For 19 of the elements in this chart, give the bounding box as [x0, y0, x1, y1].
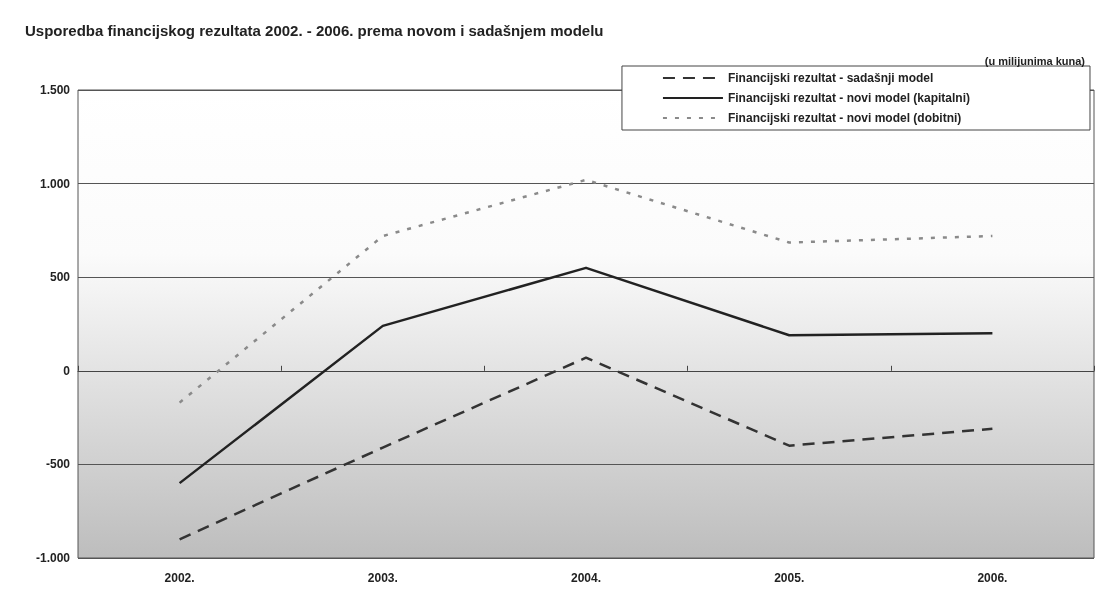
- legend-label: Financijski rezultat - sadašnji model: [727, 71, 934, 85]
- chart-subtitle: (u milijunima kuna): [984, 54, 1086, 67]
- x-tick-label: 2003.: [367, 571, 398, 585]
- y-tick-label: -500: [45, 457, 71, 472]
- x-tick-label: 2002.: [164, 571, 195, 585]
- y-tick-label: 1.000: [39, 176, 71, 191]
- legend-label: Financijski rezultat - novi model (kapitalni): [727, 91, 971, 105]
- line-series: [178, 178, 994, 404]
- chart-title: Usporedba financijskog rezultata 2002. - 2006. prema novom i sadašnjem modelu: [25, 22, 604, 39]
- line-series: [178, 356, 994, 541]
- y-tick-label: 0: [63, 363, 71, 378]
- y-tick-label: -1.000: [35, 551, 71, 565]
- x-tick-label: 2004.: [570, 571, 602, 585]
- y-tick-label: 1.500: [39, 83, 71, 97]
- x-tick-label: 2005.: [774, 571, 805, 585]
- y-tick-label: 500: [49, 270, 71, 285]
- legend-label: Financijski rezultat - novi model (dobitni): [727, 111, 962, 125]
- x-tick-label: 2006.: [977, 571, 1008, 585]
- line-series: [178, 266, 994, 485]
